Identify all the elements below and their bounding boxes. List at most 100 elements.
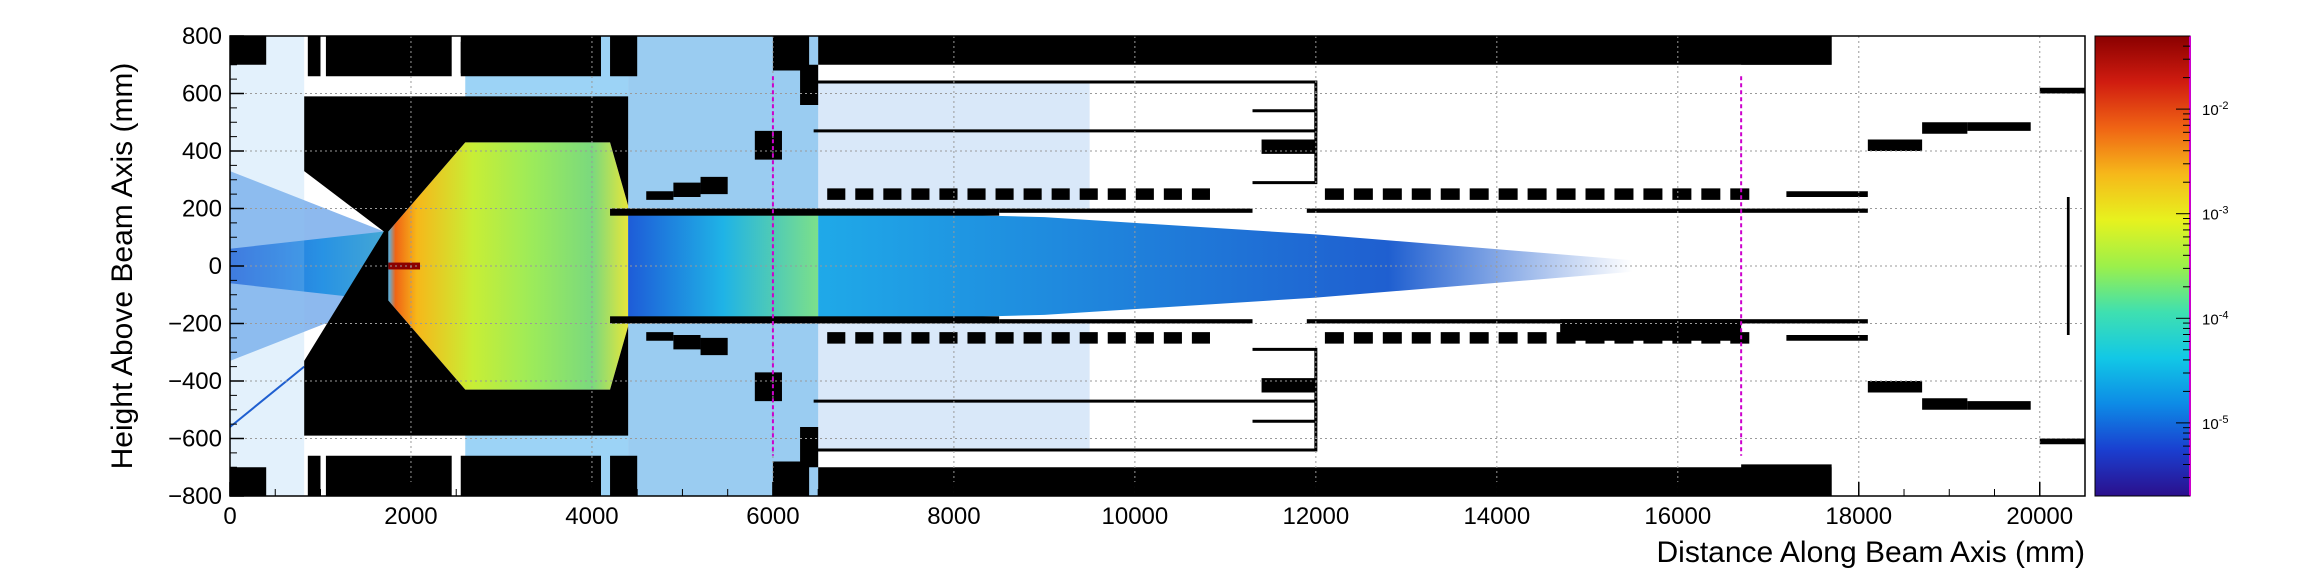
enclosure-outline-1 [813, 399, 1318, 452]
geometry-block-37 [1967, 401, 2031, 410]
geometry-block-77 [1440, 188, 1460, 200]
geometry-block-61 [1107, 188, 1126, 200]
geometry-block-84 [1527, 332, 1547, 344]
geometry-block-55 [1023, 188, 1042, 200]
geometry-block-58 [1051, 332, 1070, 344]
geometry-block-67 [1191, 188, 1210, 200]
geometry-block-44 [855, 332, 874, 344]
x-tick-label-2: 4000 [565, 503, 618, 530]
x-axis: 0 2000 4000 6000 8000 10000 12000 14000 16000 180… [223, 482, 2086, 530]
geometry-block-104 [673, 335, 701, 350]
geometry-block-83 [1527, 188, 1547, 200]
y-tick-label-3: −200 [168, 311, 222, 338]
geometry-block-18 [610, 208, 1000, 216]
y-tick-label-7: 600 [182, 81, 222, 108]
geometry-block-93 [1672, 188, 1692, 200]
geometry-block-78 [1440, 332, 1460, 344]
geometry-block-76 [1411, 332, 1431, 344]
geometry-block-31 [1261, 378, 1316, 393]
geometry-block-92 [1643, 332, 1663, 344]
colorbar-tick-label-3: 10-2 [2202, 100, 2228, 119]
main-plume [388, 142, 629, 390]
geometry-block-106 [1786, 335, 1868, 341]
geometry-block-42 [827, 332, 846, 344]
geometry-block-57 [1051, 188, 1070, 200]
colorbar-strip [2094, 35, 2191, 497]
geometry-block-100 [700, 337, 728, 356]
geometry-block-98 [1730, 332, 1750, 344]
geometry-block-80 [1469, 332, 1489, 344]
geometry-block-62 [1107, 332, 1126, 344]
colorbar-tick-label-2: 10-3 [2202, 205, 2228, 224]
geometry-block-47 [911, 188, 930, 200]
geometry-block-91 [1643, 188, 1663, 200]
x-tick-label-6: 12000 [1282, 503, 1349, 530]
x-tick-label-0: 0 [223, 503, 236, 530]
geometry-block-79 [1469, 188, 1489, 200]
geometry-block-38 [2039, 87, 2085, 94]
geometry-block-11 [610, 455, 638, 496]
geometry-block-87 [1585, 188, 1605, 200]
geometry-block-43 [855, 188, 874, 200]
y-axis-title: Height Above Beam Axis (mm) [106, 63, 139, 470]
geometry-block-88 [1585, 332, 1605, 344]
geometry-block-59 [1079, 188, 1098, 200]
geometry-block-36 [1967, 122, 2031, 131]
geometry-block-64 [1135, 332, 1154, 344]
x-tick-label-1: 2000 [384, 503, 437, 530]
geometry-block-34 [1922, 122, 1968, 134]
y-tick-label-5: 200 [182, 196, 222, 223]
y-tick-label-6: 400 [182, 138, 222, 165]
geometry-block-8 [460, 455, 601, 496]
geometry-block-71 [1353, 188, 1373, 200]
x-tick-label-3: 6000 [746, 503, 799, 530]
geometry-block-85 [1556, 188, 1576, 200]
y-tick-label-8: 800 [182, 23, 222, 50]
geometry-block-28 [800, 64, 819, 105]
geometry-block-89 [1614, 188, 1634, 200]
collimator-body [304, 96, 629, 436]
geometry-block-48 [911, 332, 930, 344]
geometry-block-65 [1163, 188, 1182, 200]
geometry-block-68 [1191, 332, 1210, 344]
x-tick-label-7: 14000 [1463, 503, 1530, 530]
geometry-block-105 [1786, 191, 1868, 197]
geometry-block-15 [818, 467, 1832, 496]
x-tick-label-5: 10000 [1102, 503, 1169, 530]
geometry-block-9 [460, 41, 601, 74]
colorbar: 10-5 10-4 10-3 10-2 [2094, 35, 2228, 497]
geometry-block-35 [1922, 398, 1968, 410]
geometry-block-54 [995, 332, 1014, 344]
x-tick-label-4: 8000 [927, 503, 980, 530]
geometry-block-69 [1324, 188, 1344, 200]
geometry-block-52 [967, 332, 986, 344]
geometry-block-51 [967, 188, 986, 200]
geometry-block-75 [1411, 188, 1431, 200]
geometry-block-56 [1023, 332, 1042, 344]
geometry-block-99 [700, 176, 728, 195]
geometry-block-19 [610, 316, 1000, 324]
y-tick-label-4: 0 [209, 253, 222, 280]
y-tick-label-2: −400 [168, 368, 222, 395]
geometry-block-95 [1701, 188, 1721, 200]
geometry-block-46 [883, 332, 902, 344]
geometry-block-39 [2039, 438, 2085, 445]
geometry-block-27 [754, 372, 782, 402]
geometry-block-74 [1382, 332, 1402, 344]
geometry-block-101 [646, 191, 674, 200]
geometry-block-25 [1560, 208, 1742, 213]
geometry-block-94 [1672, 332, 1692, 344]
hot-core [388, 262, 421, 270]
geometry-block-4 [325, 36, 452, 77]
dashed-markers [771, 76, 1743, 456]
geometry-block-81 [1498, 188, 1518, 200]
geometry-block-30 [1261, 139, 1316, 154]
y-tick-label-0: −800 [168, 483, 222, 510]
geometry-block-73 [1382, 188, 1402, 200]
geometry-block-63 [1135, 188, 1154, 200]
x-axis-title: Distance Along Beam Axis (mm) [1657, 536, 2085, 569]
geometry-block-45 [883, 188, 902, 200]
geometry-block-32 [1867, 139, 1923, 151]
geometry-block-86 [1556, 332, 1576, 344]
y-tick-label-1: −600 [168, 426, 222, 453]
